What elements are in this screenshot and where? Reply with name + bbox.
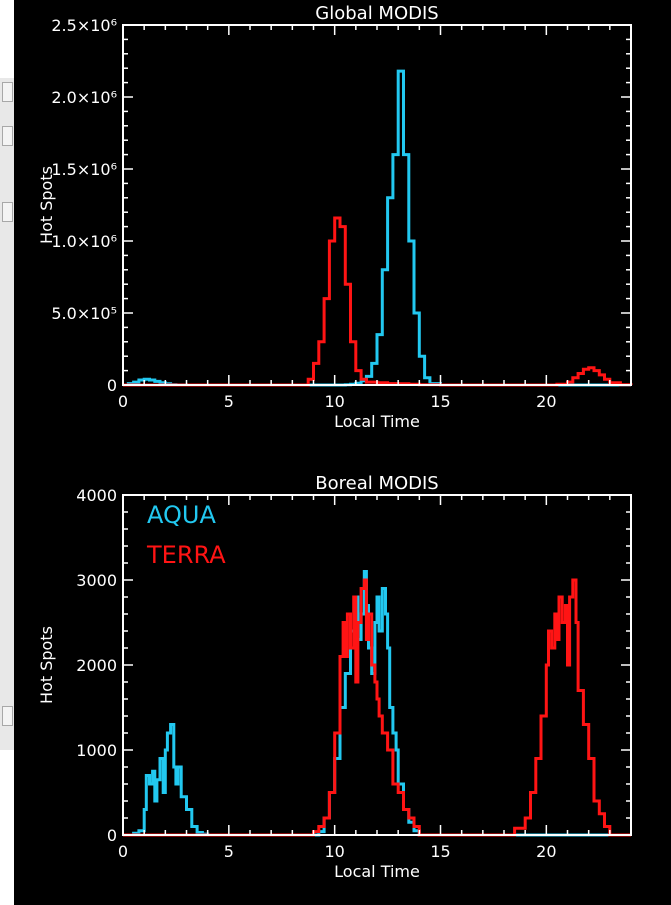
y-tick-label: 0 — [107, 376, 117, 395]
y-tick-label: 2000 — [76, 656, 117, 675]
y-tick-label: 1.5×10⁶ — [51, 160, 117, 179]
y-tick-label: 1.0×10⁶ — [51, 232, 117, 251]
scrollbar-thumb[interactable] — [2, 202, 13, 222]
x-tick-label: 0 — [118, 842, 128, 861]
x-axis-label: Local Time — [334, 412, 420, 431]
y-axis-label: Hot Spots — [37, 626, 56, 704]
y-axis-label: Hot Spots — [37, 166, 56, 244]
legend-label-aqua: AQUA — [147, 501, 216, 529]
y-tick-label: 3000 — [76, 571, 117, 590]
y-tick-label: 5.0×10⁵ — [51, 304, 117, 323]
x-tick-label: 15 — [430, 842, 450, 861]
chart-boreal-modis: 0 5 10 15 20 0 1000 2000 3000 4000 Boreal MODIS Loc… — [37, 473, 632, 881]
x-tick-label: 20 — [536, 392, 556, 411]
x-tick-label: 10 — [324, 392, 344, 411]
chart-title: Global MODIS — [315, 3, 438, 24]
y-tick-label: 0 — [107, 826, 117, 845]
scrollbar-button[interactable] — [2, 126, 13, 146]
y-tick-label: 4000 — [76, 486, 117, 505]
y-tick-label: 2.0×10⁶ — [51, 88, 117, 107]
x-axis-label: Local Time — [334, 862, 420, 881]
series-line-aqua — [123, 570, 631, 837]
x-tick-label: 20 — [536, 842, 556, 861]
x-tick-label: 5 — [224, 392, 234, 411]
series-line-terra — [123, 578, 631, 837]
scrollbar-arrow-up[interactable] — [2, 82, 13, 102]
chart-title: Boreal MODIS — [315, 473, 439, 494]
series-line-terra — [123, 216, 633, 387]
chart-global-modis: 0 5 10 15 20 0 5.0×10⁵ 1.0×10⁶ 1.5×10⁶ 2.0×10⁶ 2.5… — [37, 3, 633, 431]
x-tick-label: 10 — [324, 842, 344, 861]
x-tick-label: 5 — [224, 842, 234, 861]
scrollbar-arrow-down[interactable] — [2, 706, 13, 726]
y-tick-label: 2.5×10⁶ — [51, 16, 117, 35]
legend-label-terra: TERRA — [146, 541, 226, 569]
plot-background — [14, 0, 671, 905]
x-tick-label: 15 — [430, 392, 450, 411]
y-tick-label: 1000 — [76, 741, 117, 760]
x-tick-label: 0 — [118, 392, 128, 411]
